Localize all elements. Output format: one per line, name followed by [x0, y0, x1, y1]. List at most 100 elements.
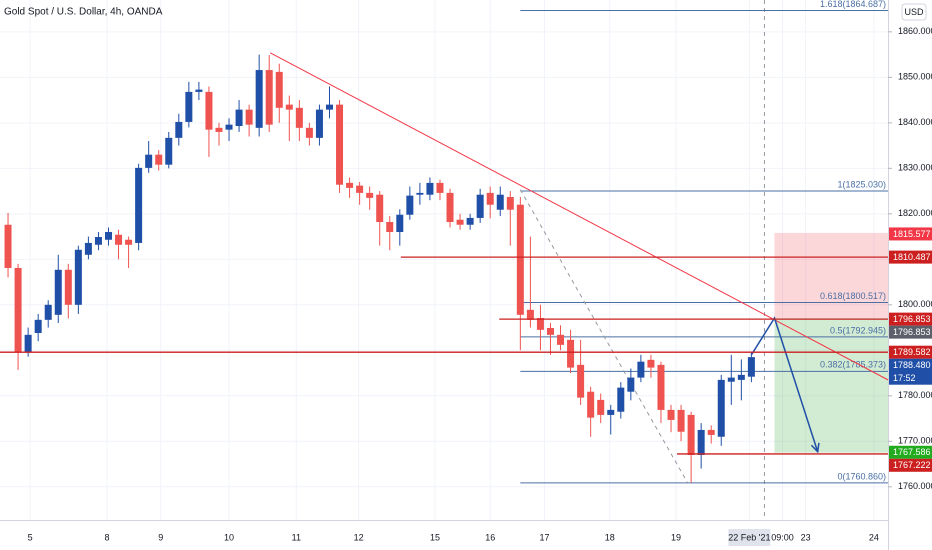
candle-body — [115, 234, 123, 245]
y-tick-label: 1830.000 — [898, 163, 932, 173]
y-tick-label: 1840.000 — [898, 117, 932, 127]
x-tick-label: 18 — [605, 532, 615, 542]
x-tick-label: 8 — [104, 532, 109, 542]
candle-body — [325, 104, 333, 110]
candle-body — [245, 109, 253, 125]
arrow-head — [810, 442, 820, 454]
x-tick-label: 11 — [292, 532, 301, 542]
candle-body — [14, 267, 22, 352]
candle-body — [697, 429, 705, 455]
candle-body — [406, 195, 414, 215]
price-label-box — [889, 445, 932, 459]
currency-box[interactable] — [901, 3, 927, 21]
x-tick-label: 9 — [158, 532, 163, 542]
candle-body — [44, 304, 52, 320]
candle-body — [366, 192, 374, 198]
candle-body — [195, 89, 203, 92]
candle-body — [466, 217, 474, 225]
candle-body — [24, 334, 32, 352]
x-tick-label: 12 — [354, 532, 364, 542]
candle-body — [125, 239, 133, 245]
candle-body — [476, 194, 484, 218]
candle-body — [356, 185, 364, 193]
fib-label: 0(1760.860) — [837, 471, 886, 481]
candle-body — [34, 319, 42, 334]
candle-body — [54, 269, 62, 315]
y-tick-label: 1780.000 — [898, 390, 932, 400]
candle-body — [587, 391, 595, 418]
price-label: 1767.586 — [893, 447, 931, 457]
candle-body — [295, 107, 303, 128]
x-tick-label: 24 — [869, 532, 879, 542]
price-label: 1767.222 — [893, 460, 931, 470]
candle-body — [185, 91, 193, 122]
price-label-box — [889, 345, 932, 359]
x-tick-label: 23 — [801, 532, 811, 542]
x-tick-label: 10 — [224, 532, 234, 542]
x-tick-label: 09:00 — [771, 532, 794, 542]
candle-body — [215, 127, 223, 132]
candle-body — [677, 409, 685, 432]
candle-body — [315, 109, 323, 138]
candle-body — [386, 222, 394, 233]
candle-body — [627, 377, 635, 392]
candle-body — [235, 109, 243, 127]
x-tick-label: 22 Feb '21 — [728, 532, 770, 542]
candle-body — [64, 269, 72, 305]
candle-body — [336, 104, 344, 185]
x-tick-label: 17 — [539, 532, 549, 542]
y-tick-label: 1820.000 — [898, 208, 932, 218]
y-tick-label: 1860.000 — [898, 26, 932, 36]
candle-body — [426, 182, 434, 195]
candle-body — [456, 219, 464, 225]
price-label: 1815.577 — [893, 229, 931, 239]
crosshair-date-box — [728, 529, 771, 546]
candle-body — [577, 364, 585, 398]
candle-body — [657, 364, 665, 410]
fib-label: 1(1825.030) — [837, 179, 886, 189]
fib-label: 0.382(1785.373) — [820, 360, 886, 370]
fib-label: 0.5(1792.945) — [830, 325, 886, 335]
candle-body — [396, 214, 404, 233]
candle-body — [546, 328, 554, 335]
price-label-box — [889, 312, 932, 326]
plot-area: 1.618(1864.687) 1(1825.030) 0.618(1800.517… — [0, 0, 889, 520]
candle-body — [567, 339, 575, 368]
candle-body — [727, 377, 735, 382]
price-label: 1810.487 — [893, 252, 931, 262]
price-label-box — [889, 458, 932, 472]
price-label: 1796.853 — [893, 327, 931, 337]
chart-title: Gold Spot / U.S. Dollar, 4h, OANDA — [4, 7, 163, 18]
candle-body — [597, 399, 605, 415]
y-tick-label: 1800.000 — [898, 299, 932, 309]
price-label: 1789.582 — [893, 347, 931, 357]
candle-body — [516, 204, 524, 315]
price-label-box — [889, 250, 932, 264]
candle-body — [637, 361, 645, 378]
candle-body — [205, 91, 213, 130]
price-label: 1796.853 — [893, 314, 931, 324]
candle-body — [667, 409, 675, 420]
y-tick-label: 1770.000 — [898, 436, 932, 446]
candle-body — [104, 232, 112, 240]
fib-label: 1.618(1864.687) — [820, 0, 886, 9]
candle-body — [486, 192, 494, 205]
candle-body — [557, 334, 565, 345]
candle-body — [607, 409, 615, 415]
candle-body — [446, 192, 454, 223]
candle-body — [436, 182, 444, 193]
candle-body — [155, 154, 163, 165]
candle-body — [225, 124, 233, 130]
candle-body — [717, 379, 725, 437]
trendline — [269, 52, 889, 381]
candle-body — [305, 127, 313, 138]
candle-body — [536, 318, 544, 330]
candle-body — [74, 249, 82, 305]
candle-body — [747, 357, 755, 377]
currency[interactable]: USD — [904, 7, 924, 17]
price-label: 1788.480 — [893, 360, 931, 370]
candle-body — [265, 70, 273, 125]
candle-body — [145, 154, 153, 168]
